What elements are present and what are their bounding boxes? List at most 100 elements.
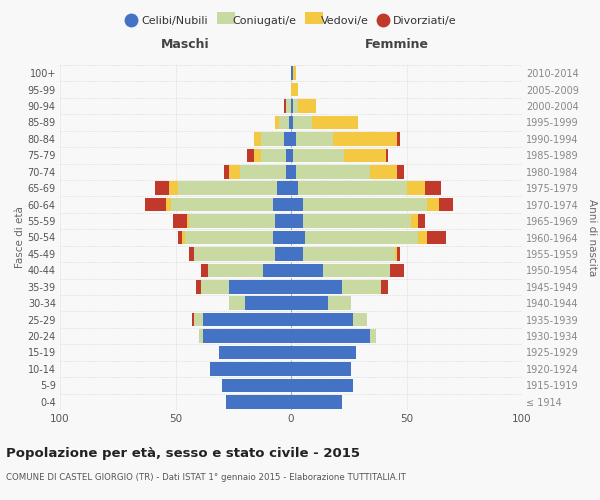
Bar (397, 165, 404, 178)
Bar (166, 198, 171, 211)
Bar (272, 198, 291, 211)
Bar (289, 116, 291, 129)
Bar (263, 264, 291, 277)
Text: Popolazione per età, sesso e stato civile - 2015: Popolazione per età, sesso e stato civil… (6, 448, 360, 460)
Bar (196, 280, 201, 293)
Bar (291, 148, 293, 162)
Bar (296, 132, 332, 145)
Bar (439, 198, 453, 211)
Bar (291, 100, 293, 113)
Bar (203, 330, 291, 343)
Bar (187, 214, 190, 228)
Y-axis label: Anni di nascita: Anni di nascita (587, 199, 598, 276)
Bar (201, 280, 229, 293)
Bar (298, 182, 407, 195)
Bar (155, 182, 169, 195)
Text: Maschi: Maschi (160, 38, 209, 51)
Bar (178, 182, 277, 195)
Bar (291, 214, 302, 228)
Bar (272, 231, 291, 244)
Bar (254, 132, 261, 145)
Bar (353, 313, 367, 326)
Bar (291, 132, 296, 145)
Bar (291, 83, 298, 96)
Bar (191, 313, 194, 326)
Bar (370, 165, 397, 178)
Bar (291, 280, 342, 293)
Bar (397, 132, 400, 145)
Bar (291, 313, 353, 326)
Bar (427, 231, 446, 244)
Bar (286, 100, 291, 113)
Bar (190, 247, 194, 260)
Bar (291, 116, 293, 129)
Bar (277, 182, 291, 195)
Text: COMUNE DI CASTEL GIORGIO (TR) - Dati ISTAT 1° gennaio 2015 - Elaborazione TUTTIT: COMUNE DI CASTEL GIORGIO (TR) - Dati IST… (6, 472, 406, 482)
Bar (220, 346, 291, 359)
Bar (261, 132, 284, 145)
Bar (291, 182, 298, 195)
Bar (370, 330, 376, 343)
Bar (275, 247, 291, 260)
Bar (411, 214, 418, 228)
Bar (328, 296, 351, 310)
Bar (194, 247, 275, 260)
Bar (280, 116, 289, 129)
Bar (173, 214, 187, 228)
Bar (226, 395, 291, 408)
Bar (397, 247, 400, 260)
Bar (291, 362, 351, 376)
Bar (240, 165, 286, 178)
Bar (386, 148, 388, 162)
Bar (291, 395, 342, 408)
Bar (407, 182, 425, 195)
Bar (245, 296, 291, 310)
Bar (291, 231, 305, 244)
Bar (342, 280, 381, 293)
Bar (302, 247, 395, 260)
Bar (291, 346, 356, 359)
Bar (291, 198, 302, 211)
Bar (254, 148, 261, 162)
Bar (178, 231, 182, 244)
Bar (302, 214, 411, 228)
Legend: Celibi/Nubili, Coniugati/e, Vedovi/e, Divorziati/e: Celibi/Nubili, Coniugati/e, Vedovi/e, Di… (121, 12, 461, 31)
Bar (291, 330, 370, 343)
Bar (332, 132, 397, 145)
Bar (169, 182, 178, 195)
Bar (171, 198, 272, 211)
Bar (293, 66, 296, 80)
Bar (391, 264, 404, 277)
Bar (275, 214, 291, 228)
Bar (224, 165, 229, 178)
Bar (427, 198, 439, 211)
Bar (210, 362, 291, 376)
Bar (145, 198, 166, 211)
Y-axis label: Fasce di età: Fasce di età (14, 206, 25, 268)
Bar (425, 182, 441, 195)
Bar (185, 231, 272, 244)
Bar (302, 198, 427, 211)
Text: Femmine: Femmine (365, 38, 429, 51)
Bar (312, 116, 358, 129)
Bar (261, 148, 286, 162)
Bar (284, 100, 286, 113)
Bar (298, 100, 316, 113)
Bar (194, 313, 203, 326)
Bar (229, 296, 245, 310)
Bar (418, 231, 427, 244)
Bar (418, 214, 425, 228)
Bar (293, 100, 298, 113)
Bar (381, 280, 388, 293)
Bar (229, 280, 291, 293)
Bar (203, 313, 291, 326)
Bar (247, 148, 254, 162)
Bar (291, 247, 302, 260)
Bar (293, 148, 344, 162)
Bar (275, 116, 280, 129)
Bar (190, 214, 275, 228)
Bar (284, 132, 291, 145)
Bar (323, 264, 391, 277)
Bar (286, 148, 291, 162)
Bar (229, 165, 240, 178)
